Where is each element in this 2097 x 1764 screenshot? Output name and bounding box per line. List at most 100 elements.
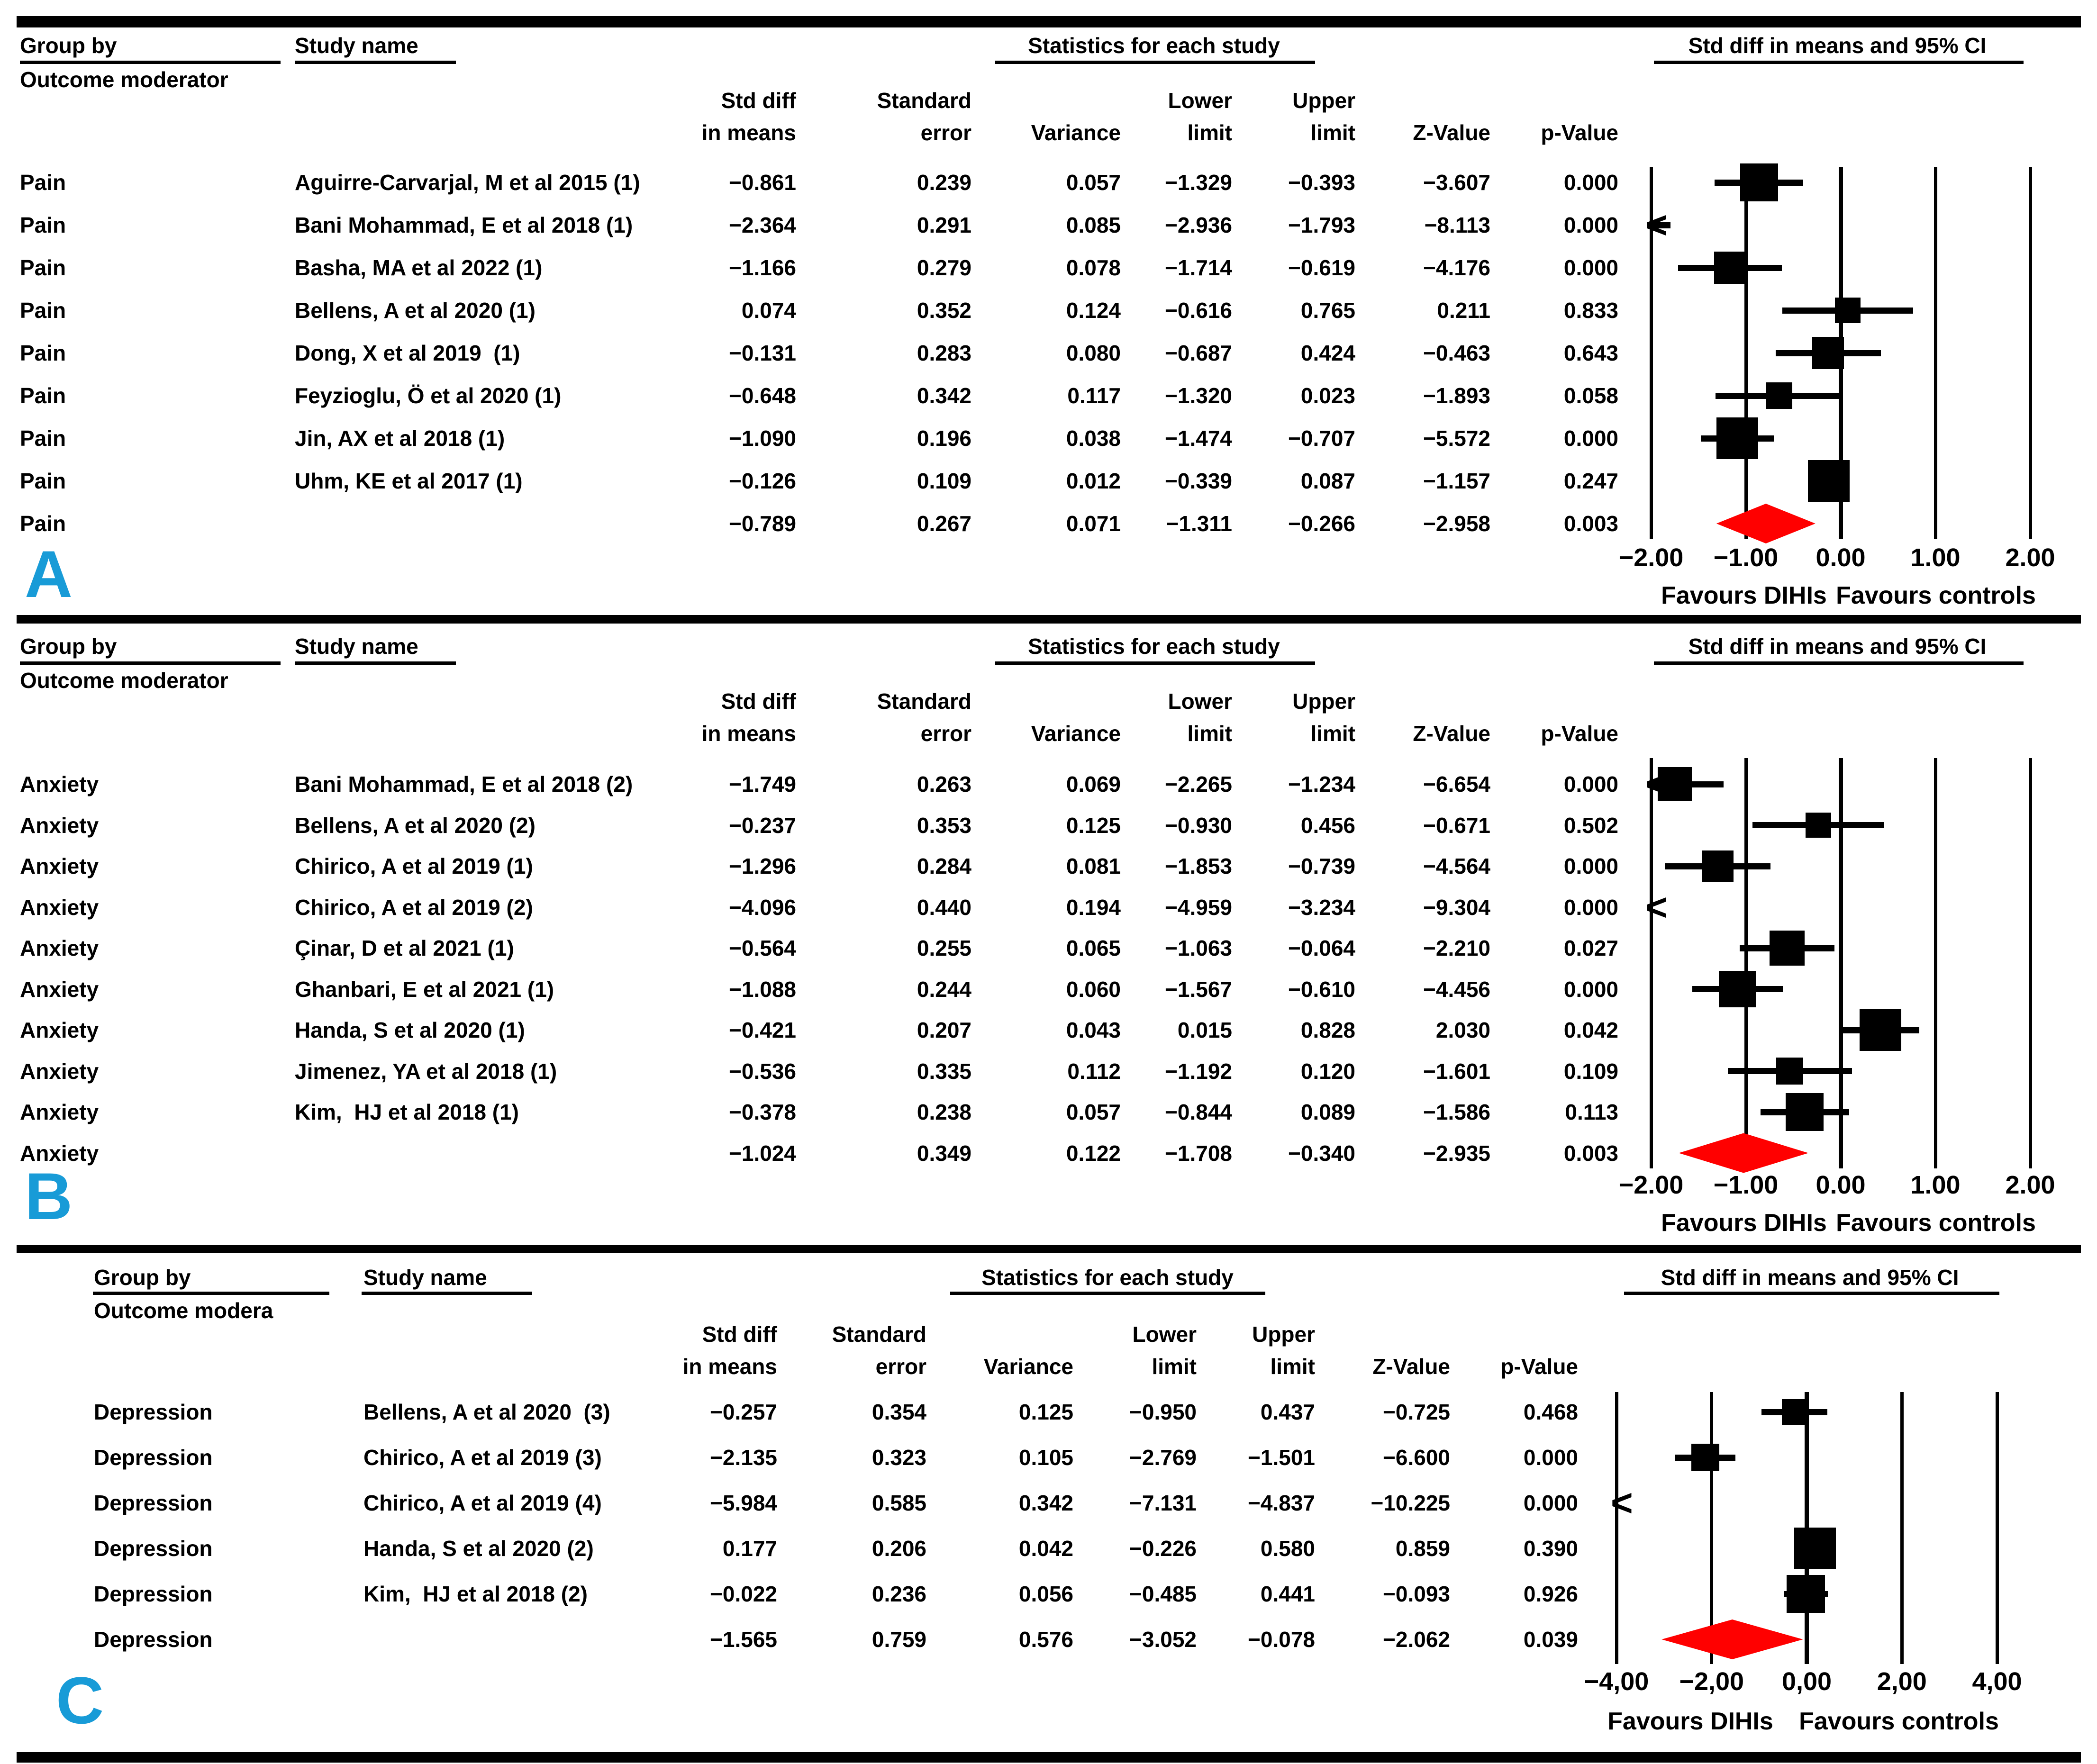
cell-stat: −1.090	[729, 426, 796, 451]
cell-stat: 0.833	[1563, 298, 1618, 323]
col-header-standard-error-line2: error	[920, 120, 971, 145]
cell-stat: −7.131	[1129, 1491, 1197, 1515]
cell-stat: 0.196	[917, 426, 971, 451]
panel-letter: C	[56, 1663, 104, 1737]
cell-stat: −0.536	[729, 1058, 796, 1084]
cell-stat: −2.265	[1165, 772, 1232, 796]
cell-stat: 0.074	[741, 298, 796, 323]
favours-controls-label: Favours controls	[1799, 1708, 1999, 1735]
gridline	[1900, 1392, 1904, 1664]
col-header-variance-line2: Variance	[983, 1354, 1073, 1379]
gridline	[1995, 1392, 1999, 1664]
cell-study: Feyzioglu, Ö et al 2020 (1)	[295, 383, 562, 408]
cell-study: Dong, X et al 2019 (1)	[295, 341, 520, 365]
cell-stat: −1.853	[1165, 854, 1232, 878]
favours-controls-label: Favours controls	[1836, 582, 2036, 609]
cell-stat: −3.607	[1423, 170, 1490, 195]
panel-letter: A	[25, 537, 73, 611]
cell-group: Pain	[20, 255, 66, 280]
axis-tick-label: −4,00	[1584, 1667, 1649, 1696]
cell-stat: −1.749	[729, 772, 796, 796]
effect-square	[1691, 1443, 1719, 1472]
axis-tick-label: 0.00	[1816, 1171, 1866, 1199]
axis-tick-label: 4,00	[1972, 1667, 2022, 1696]
cell-stat: 0.003	[1563, 1140, 1618, 1166]
cell-stat: 0.643	[1563, 341, 1618, 365]
effect-square	[1812, 337, 1844, 369]
cell-stat: 0.000	[1523, 1491, 1578, 1515]
col-header-variance-line2: Variance	[1031, 120, 1121, 145]
cell-stat: −0.340	[1288, 1140, 1355, 1166]
cell-study: Bani Mohammad, E et al 2018 (2)	[295, 772, 633, 796]
cell-stat: 0.576	[1018, 1627, 1073, 1652]
cell-stat: −1.234	[1288, 772, 1355, 796]
col-header-upper-limit-line1: Upper	[1292, 689, 1355, 714]
cell-group: Anxiety	[20, 1058, 99, 1084]
cell-stat: −0.648	[729, 383, 796, 408]
study-name-header: Study name	[363, 1265, 487, 1290]
effect-square	[1794, 1528, 1836, 1569]
cell-stat: 0.342	[1018, 1491, 1073, 1515]
effect-square	[1766, 382, 1793, 409]
cell-stat: −1.320	[1165, 383, 1232, 408]
cell-stat: −1.501	[1248, 1445, 1315, 1470]
cell-group: Anxiety	[20, 772, 99, 796]
cell-study: Handa, S et al 2020 (2)	[363, 1536, 594, 1561]
offscale-arrow-icon: <	[1611, 1482, 1633, 1524]
cell-stat: 0.828	[1300, 1018, 1355, 1042]
cell-stat: −1.063	[1165, 936, 1232, 960]
cell-stat: 0.859	[1395, 1536, 1450, 1561]
study-name-underline	[295, 61, 456, 64]
cell-stat: −0.707	[1288, 426, 1355, 451]
cell-group: Anxiety	[20, 813, 99, 838]
cell-stat: 0.081	[1066, 854, 1121, 878]
cell-stat: 0.283	[917, 341, 971, 365]
separator-bar	[17, 1245, 2081, 1253]
cell-stat: 0.078	[1066, 255, 1121, 280]
cell-stat: 0.349	[917, 1140, 971, 1166]
cell-stat: −0.844	[1165, 1100, 1232, 1124]
cell-stat: −0.616	[1165, 298, 1232, 323]
cell-stat: 0.000	[1563, 895, 1618, 920]
col-header-lower-limit-line2: limit	[1187, 721, 1232, 746]
ci-underline	[1654, 661, 2024, 665]
cell-stat: −9.304	[1423, 895, 1490, 920]
cell-stat: 0.113	[1565, 1100, 1618, 1124]
cell-stat: −0.064	[1288, 936, 1355, 960]
col-header-standard-error-line2: error	[875, 1354, 926, 1379]
study-name-header: Study name	[295, 33, 418, 58]
statistics-header: Statistics for each study	[1028, 33, 1280, 58]
statistics-underline	[995, 61, 1315, 64]
cell-stat: −0.463	[1423, 341, 1490, 365]
cell-stat: 0.279	[917, 255, 971, 280]
cell-group: Pain	[20, 383, 66, 408]
cell-stat: −0.789	[729, 511, 796, 536]
study-name-header: Study name	[295, 634, 418, 659]
effect-square	[1769, 930, 1805, 966]
cell-stat: 0.437	[1260, 1400, 1315, 1424]
col-header-std-diff-line1: Std diff	[721, 88, 796, 113]
cell-study: Kim, HJ et al 2018 (2)	[363, 1582, 588, 1606]
cell-stat: 0.065	[1066, 936, 1121, 960]
cell-stat: 0.000	[1563, 170, 1618, 195]
ci-underline	[1654, 61, 2024, 64]
cell-stat: 0.071	[1066, 511, 1121, 536]
cell-group: Pain	[20, 426, 66, 451]
cell-stat: 0.122	[1066, 1140, 1121, 1166]
cell-stat: 0.000	[1563, 772, 1618, 796]
cell-study: Bellens, A et al 2020 (1)	[295, 298, 536, 323]
cell-study: Chirico, A et al 2019 (1)	[295, 854, 533, 878]
cell-stat: −4.837	[1248, 1491, 1315, 1515]
separator-bar	[17, 16, 2081, 27]
cell-stat: 0.080	[1066, 341, 1121, 365]
cell-stat: 0.759	[871, 1627, 926, 1652]
col-header-lower-limit-line2: limit	[1187, 120, 1232, 145]
cell-stat: −0.257	[710, 1400, 777, 1424]
cell-group: Depression	[94, 1400, 213, 1424]
cell-study: Chirico, A et al 2019 (2)	[295, 895, 533, 920]
cell-stat: 0.056	[1018, 1582, 1073, 1606]
cell-stat: 0.000	[1563, 255, 1618, 280]
col-header-z-value-line2: Z-Value	[1372, 1354, 1450, 1379]
cell-stat: 0.125	[1018, 1400, 1073, 1424]
effect-square	[1860, 1009, 1902, 1051]
